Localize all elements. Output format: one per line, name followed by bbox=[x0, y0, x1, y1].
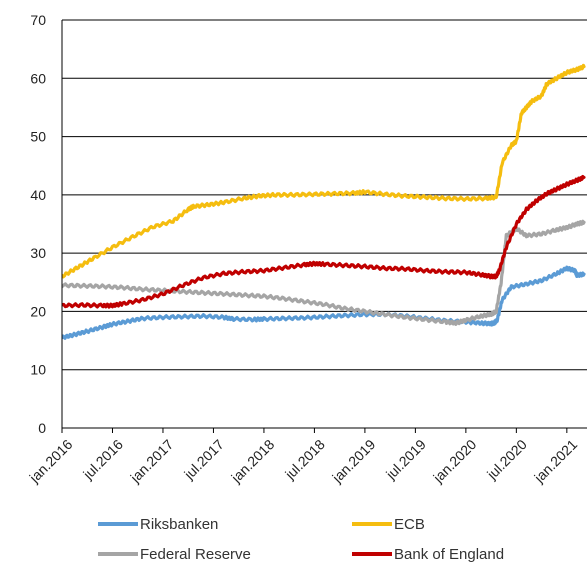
x-tick-label: jan.2019 bbox=[328, 436, 378, 486]
y-tick-label: 60 bbox=[30, 70, 46, 86]
y-tick-label: 50 bbox=[30, 129, 46, 145]
legend-label-riksbanken: Riksbanken bbox=[140, 516, 218, 533]
series-line-federal-reserve bbox=[62, 219, 586, 326]
y-tick-label: 40 bbox=[30, 187, 46, 203]
legend-label-ecb: ECB bbox=[394, 516, 425, 533]
x-tick-label: jan.2018 bbox=[227, 436, 277, 486]
x-tick-label: jul.2017 bbox=[180, 436, 227, 483]
legend-label-bank-of-england: Bank of England bbox=[394, 546, 504, 563]
x-tick-label: jan.2016 bbox=[25, 436, 75, 486]
y-tick-label: 70 bbox=[30, 12, 46, 28]
x-tick-label: jul.2019 bbox=[382, 436, 429, 483]
gridlines bbox=[62, 19, 587, 371]
x-tick-label: jan.2021 bbox=[530, 436, 580, 486]
y-tick-label: 0 bbox=[38, 420, 46, 436]
series-line-ecb bbox=[62, 63, 586, 279]
y-tick-label: 20 bbox=[30, 303, 46, 319]
y-tick-label: 30 bbox=[30, 245, 46, 261]
series-line-bank-of-england bbox=[62, 174, 586, 309]
legend-label-federal-reserve: Federal Reserve bbox=[140, 546, 251, 563]
x-tick-label: jan.2017 bbox=[126, 436, 176, 486]
x-tick-label: jul.2018 bbox=[281, 436, 328, 483]
y-tick-label: 10 bbox=[30, 362, 46, 378]
legend: Riksbanken ECB Federal Reserve Bank of Engl… bbox=[98, 516, 504, 563]
x-tick-label: jan.2020 bbox=[429, 436, 479, 486]
x-tick-label: jul.2020 bbox=[483, 436, 530, 483]
series-lines bbox=[62, 63, 586, 340]
x-tick-label: jul.2016 bbox=[79, 436, 126, 483]
series-line-riksbanken bbox=[62, 265, 586, 340]
